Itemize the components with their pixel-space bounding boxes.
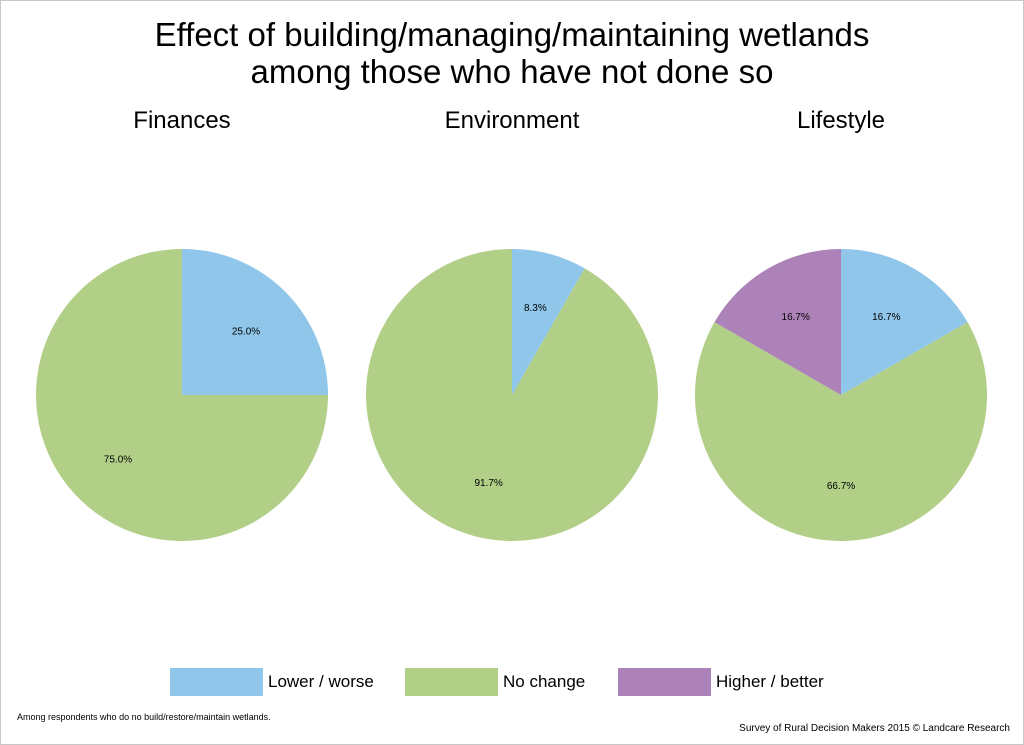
legend-label-higher-better: Higher / better xyxy=(716,672,824,691)
pie-title-environment: Environment xyxy=(444,107,580,134)
pie-label-environment-lower-worse: 8.3% xyxy=(524,303,547,314)
pie-slice-finances-no-change xyxy=(36,249,328,541)
pie-label-environment-no-change: 91.7% xyxy=(474,478,502,489)
pie-label-finances-no-change: 75.0% xyxy=(104,455,132,466)
legend-label-no-change: No change xyxy=(503,672,586,691)
pie-slice-lifestyle-lower-worse xyxy=(841,249,968,395)
legend-label-lower-worse: Lower / worse xyxy=(268,672,374,691)
pie-label-lifestyle-higher-better: 16.7% xyxy=(782,312,810,323)
chart-title-line-1: Effect of building/managing/maintaining … xyxy=(154,16,870,53)
legend-swatch-no-change xyxy=(405,668,498,696)
pie-slice-lifestyle-no-change xyxy=(694,322,987,541)
footnote-respondents: Among respondents who do no build/restor… xyxy=(17,712,271,722)
chart-title: Effect of building/managing/maintaining … xyxy=(0,16,1024,90)
legend-swatch-higher-better xyxy=(618,668,711,696)
pie-label-lifestyle-lower-worse: 16.7% xyxy=(872,312,900,323)
chart-title-line-2: among those who have not done so xyxy=(250,53,774,90)
legend-swatch-lower-worse xyxy=(170,668,263,696)
footnote-source: Survey of Rural Decision Makers 2015 © L… xyxy=(739,723,1010,734)
pie-title-finances: Finances xyxy=(133,107,231,134)
pie-title-lifestyle: Lifestyle xyxy=(796,107,886,134)
pie-slice-lifestyle-higher-better xyxy=(714,249,841,395)
pie-label-finances-lower-worse: 25.0% xyxy=(232,326,260,337)
pie-label-lifestyle-no-change: 66.7% xyxy=(827,481,855,492)
pie-slice-environment-lower-worse xyxy=(512,249,585,395)
pie-slice-finances-lower-worse xyxy=(182,249,328,395)
pie-slice-environment-no-change xyxy=(366,249,659,541)
